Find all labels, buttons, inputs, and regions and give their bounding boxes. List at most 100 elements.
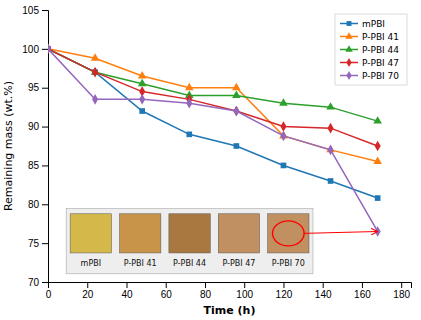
y-tick-mark [42,127,48,128]
series-point [232,91,241,98]
series-point [92,94,98,105]
sample-label: P-PBI 44 [173,259,206,268]
sample-swatch [70,214,111,253]
legend-symbol [346,58,351,67]
series-point [233,106,239,117]
chart: 0 20 40 60 80 100 120 140 160 180 70 75 80 85 90 95 100 1… [0,0,421,320]
x-tick-label: 0 [46,289,52,300]
x-tick: 180 [393,282,410,300]
series-point [139,94,145,105]
x-tick-mark [166,282,167,288]
y-tick-label: 105 [22,5,39,16]
x-tick-label: 100 [236,289,253,300]
series-point [91,53,100,60]
sample-swatch [169,214,210,253]
x-tick-label: 160 [354,289,371,300]
x-tick-mark [87,282,88,288]
x-tick: 0 [46,282,52,300]
legend-symbol [345,32,352,38]
highlight-circle [273,221,305,246]
sample-label: P-PBI 47 [222,259,255,268]
legend-label: P-PBI 70 [362,71,399,81]
series-point [186,98,192,109]
legend-label: P-PBI 41 [362,32,399,42]
y-tick: 80 [28,199,48,210]
legend-symbol [347,21,352,26]
x-tick: 60 [161,282,173,300]
annotation-arrow [304,231,378,233]
series-point [186,132,192,138]
series-point [138,71,147,78]
plot: 0 20 40 60 80 100 120 140 160 180 70 75 80 85 90 95 100 1… [22,5,411,300]
series-point [281,163,287,169]
series [48,44,381,152]
x-tick: 20 [82,282,94,300]
legend-label: P-PBI 44 [362,45,399,55]
series [48,44,382,164]
x-tick: 120 [276,282,293,300]
y-tick-label: 90 [28,121,40,132]
series-point [326,102,335,109]
sample-label: P-PBI 70 [272,259,305,268]
x-tick-label: 140 [315,289,332,300]
legend-item: P-PBI 47 [340,58,399,68]
y-tick-mark [42,204,48,205]
series-point [234,143,240,149]
y-tick-label: 85 [28,160,40,171]
x-tick-mark [205,282,206,288]
x-axis-line [49,283,412,289]
x-tick: 80 [200,282,212,300]
y-tick-mark [42,243,48,244]
y-tick-label: 75 [28,238,40,249]
x-axis-title: Time (h) [204,304,256,317]
y-tick: 70 [28,277,48,288]
x-tick-label: 80 [200,289,212,300]
series-point [375,195,381,201]
y-axis: 70 75 80 85 90 95 100 105 [22,5,48,288]
y-tick: 100 [22,44,48,55]
x-tick-label: 180 [393,289,410,300]
y-tick: 105 [22,5,48,16]
series-line [48,49,378,162]
series-point [373,116,382,123]
y-tick: 90 [28,121,48,132]
sample-label: mPBI [81,259,101,268]
sample-label: P-PBI 41 [124,259,157,268]
x-tick-label: 40 [121,289,133,300]
data-layer [48,44,382,237]
series-point [280,121,286,132]
x-tick: 40 [121,282,133,300]
inset-background [66,209,313,274]
series-point [92,67,98,78]
y-tick: 85 [28,160,48,171]
x-tick-mark [362,282,363,288]
y-tick-mark [42,10,48,11]
series-line [48,49,378,146]
x-tick-mark [401,282,402,288]
legend-item: P-PBI 41 [340,32,399,42]
series-point [233,106,239,117]
series-point [232,83,241,90]
y-tick-mark [42,88,48,89]
x-tick-mark [126,282,127,288]
y-tick-label: 70 [28,277,40,288]
series-line [48,49,378,198]
y-axis-line [42,11,49,283]
x-tick: 100 [236,282,253,300]
sample-swatch [268,214,309,253]
series-point [328,145,334,156]
series-point [328,123,334,134]
y-tick-label: 95 [28,82,40,93]
series-point [328,178,334,184]
series-point [280,131,286,142]
series-point [375,141,381,152]
x-tick-label: 120 [276,289,293,300]
legend-label: P-PBI 47 [362,58,399,68]
series-point [48,44,51,55]
y-tick-mark [42,165,48,166]
legend-item: mPBI [340,19,385,29]
legend: mPBI P-PBI 41 P-PBI 44 P-PBI 47 P-PBI 70 [335,14,407,85]
y-tick: 75 [28,238,48,249]
x-tick: 140 [315,282,332,300]
y-tick-mark [42,49,48,50]
